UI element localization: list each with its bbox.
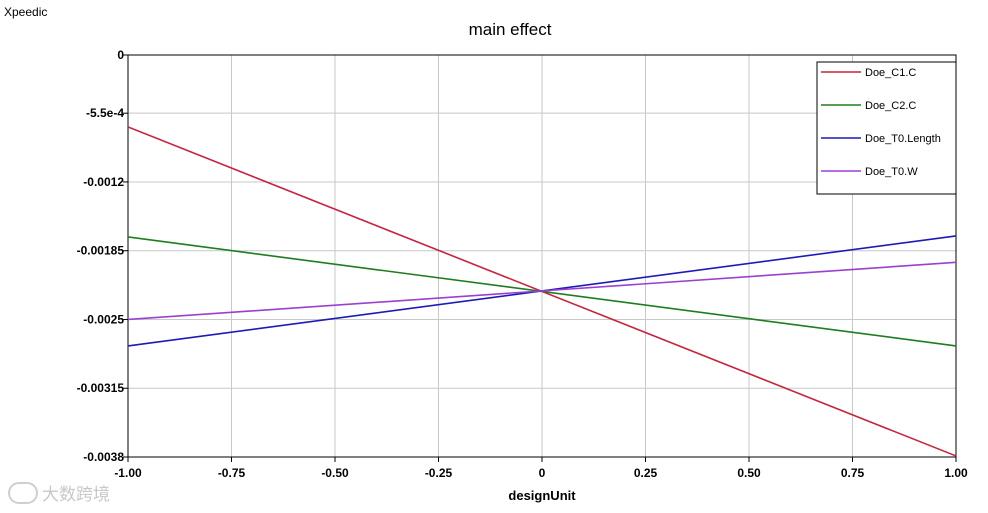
x-tick-label: -1.00: [114, 466, 142, 480]
x-axis-ticks: -1.00 -0.75 -0.50 -0.25 0 0.25 0.50 0.75 1.00: [114, 457, 968, 480]
chart-title: main effect: [468, 20, 552, 39]
y-tick-label: -0.0038: [83, 450, 124, 464]
y-tick-label: -0.0025: [83, 312, 124, 326]
watermark: 大数跨境: [8, 480, 110, 505]
x-tick-label: -0.75: [218, 466, 246, 480]
x-tick-label: 0: [539, 466, 546, 480]
x-tick-label: 1.00: [944, 466, 968, 480]
series-line: [127, 261, 957, 321]
x-axis-label: designUnit: [508, 488, 576, 503]
x-tick-label: -0.25: [425, 466, 453, 480]
x-tick-label: 0.50: [737, 466, 761, 480]
y-tick-label: -0.00315: [77, 381, 125, 395]
series-lines: [127, 126, 957, 457]
y-tick-label: -5.5e-4: [86, 106, 124, 120]
x-tick-label: 0.25: [634, 466, 658, 480]
y-tick-label: -0.0012: [83, 175, 124, 189]
y-tick-label: 0: [117, 48, 124, 62]
y-axis-ticks: 0 -5.5e-4 -0.0012 -0.00185 -0.0025 -0.00315 -0…: [77, 48, 128, 464]
y-tick-label: -0.00185: [77, 244, 125, 258]
legend-label: Doe_C1.C: [865, 67, 916, 79]
legend: Doe_C1.C Doe_C2.C Doe_T0.Length Doe_T0.W: [816, 61, 957, 195]
legend-label: Doe_T0.W: [865, 166, 918, 178]
legend-box: [816, 61, 957, 195]
x-tick-label: 0.75: [841, 466, 865, 480]
app-title: Xpeedic: [4, 5, 48, 19]
x-tick-label: -0.50: [321, 466, 349, 480]
watermark-logo-icon: [8, 481, 38, 504]
watermark-text: 大数跨境: [42, 485, 110, 504]
legend-label: Doe_C2.C: [865, 100, 916, 112]
legend-label: Doe_T0.Length: [865, 133, 941, 145]
